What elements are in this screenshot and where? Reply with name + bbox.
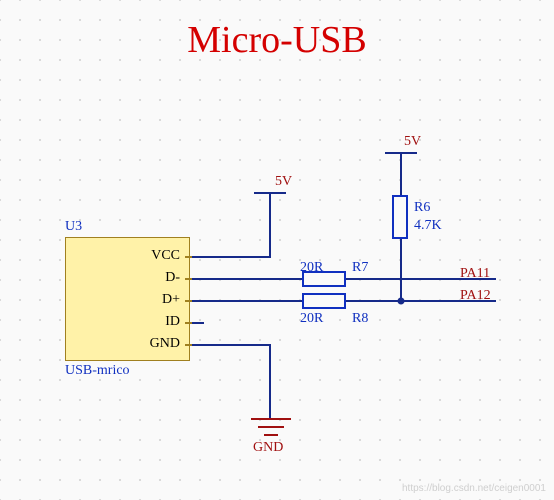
power-5v-left-label: 5V (275, 174, 292, 190)
wire (400, 154, 402, 196)
resistor-r6 (392, 195, 408, 239)
gnd-bar1 (251, 418, 291, 420)
gnd-bar2 (258, 426, 284, 428)
wire (269, 194, 271, 258)
u3-value: USB-mrico (65, 363, 130, 379)
gnd-label: GND (253, 440, 283, 456)
u3-ref: U3 (65, 219, 82, 235)
pin-gnd-label: GND (110, 336, 180, 352)
pin-dplus-label: D+ (110, 292, 180, 308)
wire (400, 238, 402, 302)
wire (192, 256, 270, 258)
gnd-bar3 (264, 434, 278, 436)
footer-url: https://blog.csdn.net/ceigen0001 (402, 483, 546, 494)
r7-ref: R7 (352, 260, 368, 276)
power-5v-left-bar (254, 192, 286, 194)
wire (192, 300, 302, 302)
wire (192, 322, 204, 324)
power-5v-right-bar (385, 152, 417, 154)
net-pa11: PA11 (460, 266, 490, 282)
wire (192, 278, 302, 280)
r6-value: 4.7K (414, 218, 442, 234)
pin-id-label: ID (110, 314, 180, 330)
net-pa12: PA12 (460, 288, 491, 304)
r8-ref: R8 (352, 311, 368, 327)
junction-dplus (398, 298, 405, 305)
wire (192, 344, 270, 346)
power-5v-right-label: 5V (404, 134, 421, 150)
schematic-title: Micro-USB (187, 18, 366, 62)
resistor-r8 (302, 293, 346, 309)
pin-vcc-label: VCC (110, 248, 180, 264)
pin-dminus-label: D- (110, 270, 180, 286)
wire (269, 344, 271, 418)
r8-value: 20R (300, 311, 323, 327)
r7-value: 20R (300, 260, 323, 276)
r6-ref: R6 (414, 200, 430, 216)
